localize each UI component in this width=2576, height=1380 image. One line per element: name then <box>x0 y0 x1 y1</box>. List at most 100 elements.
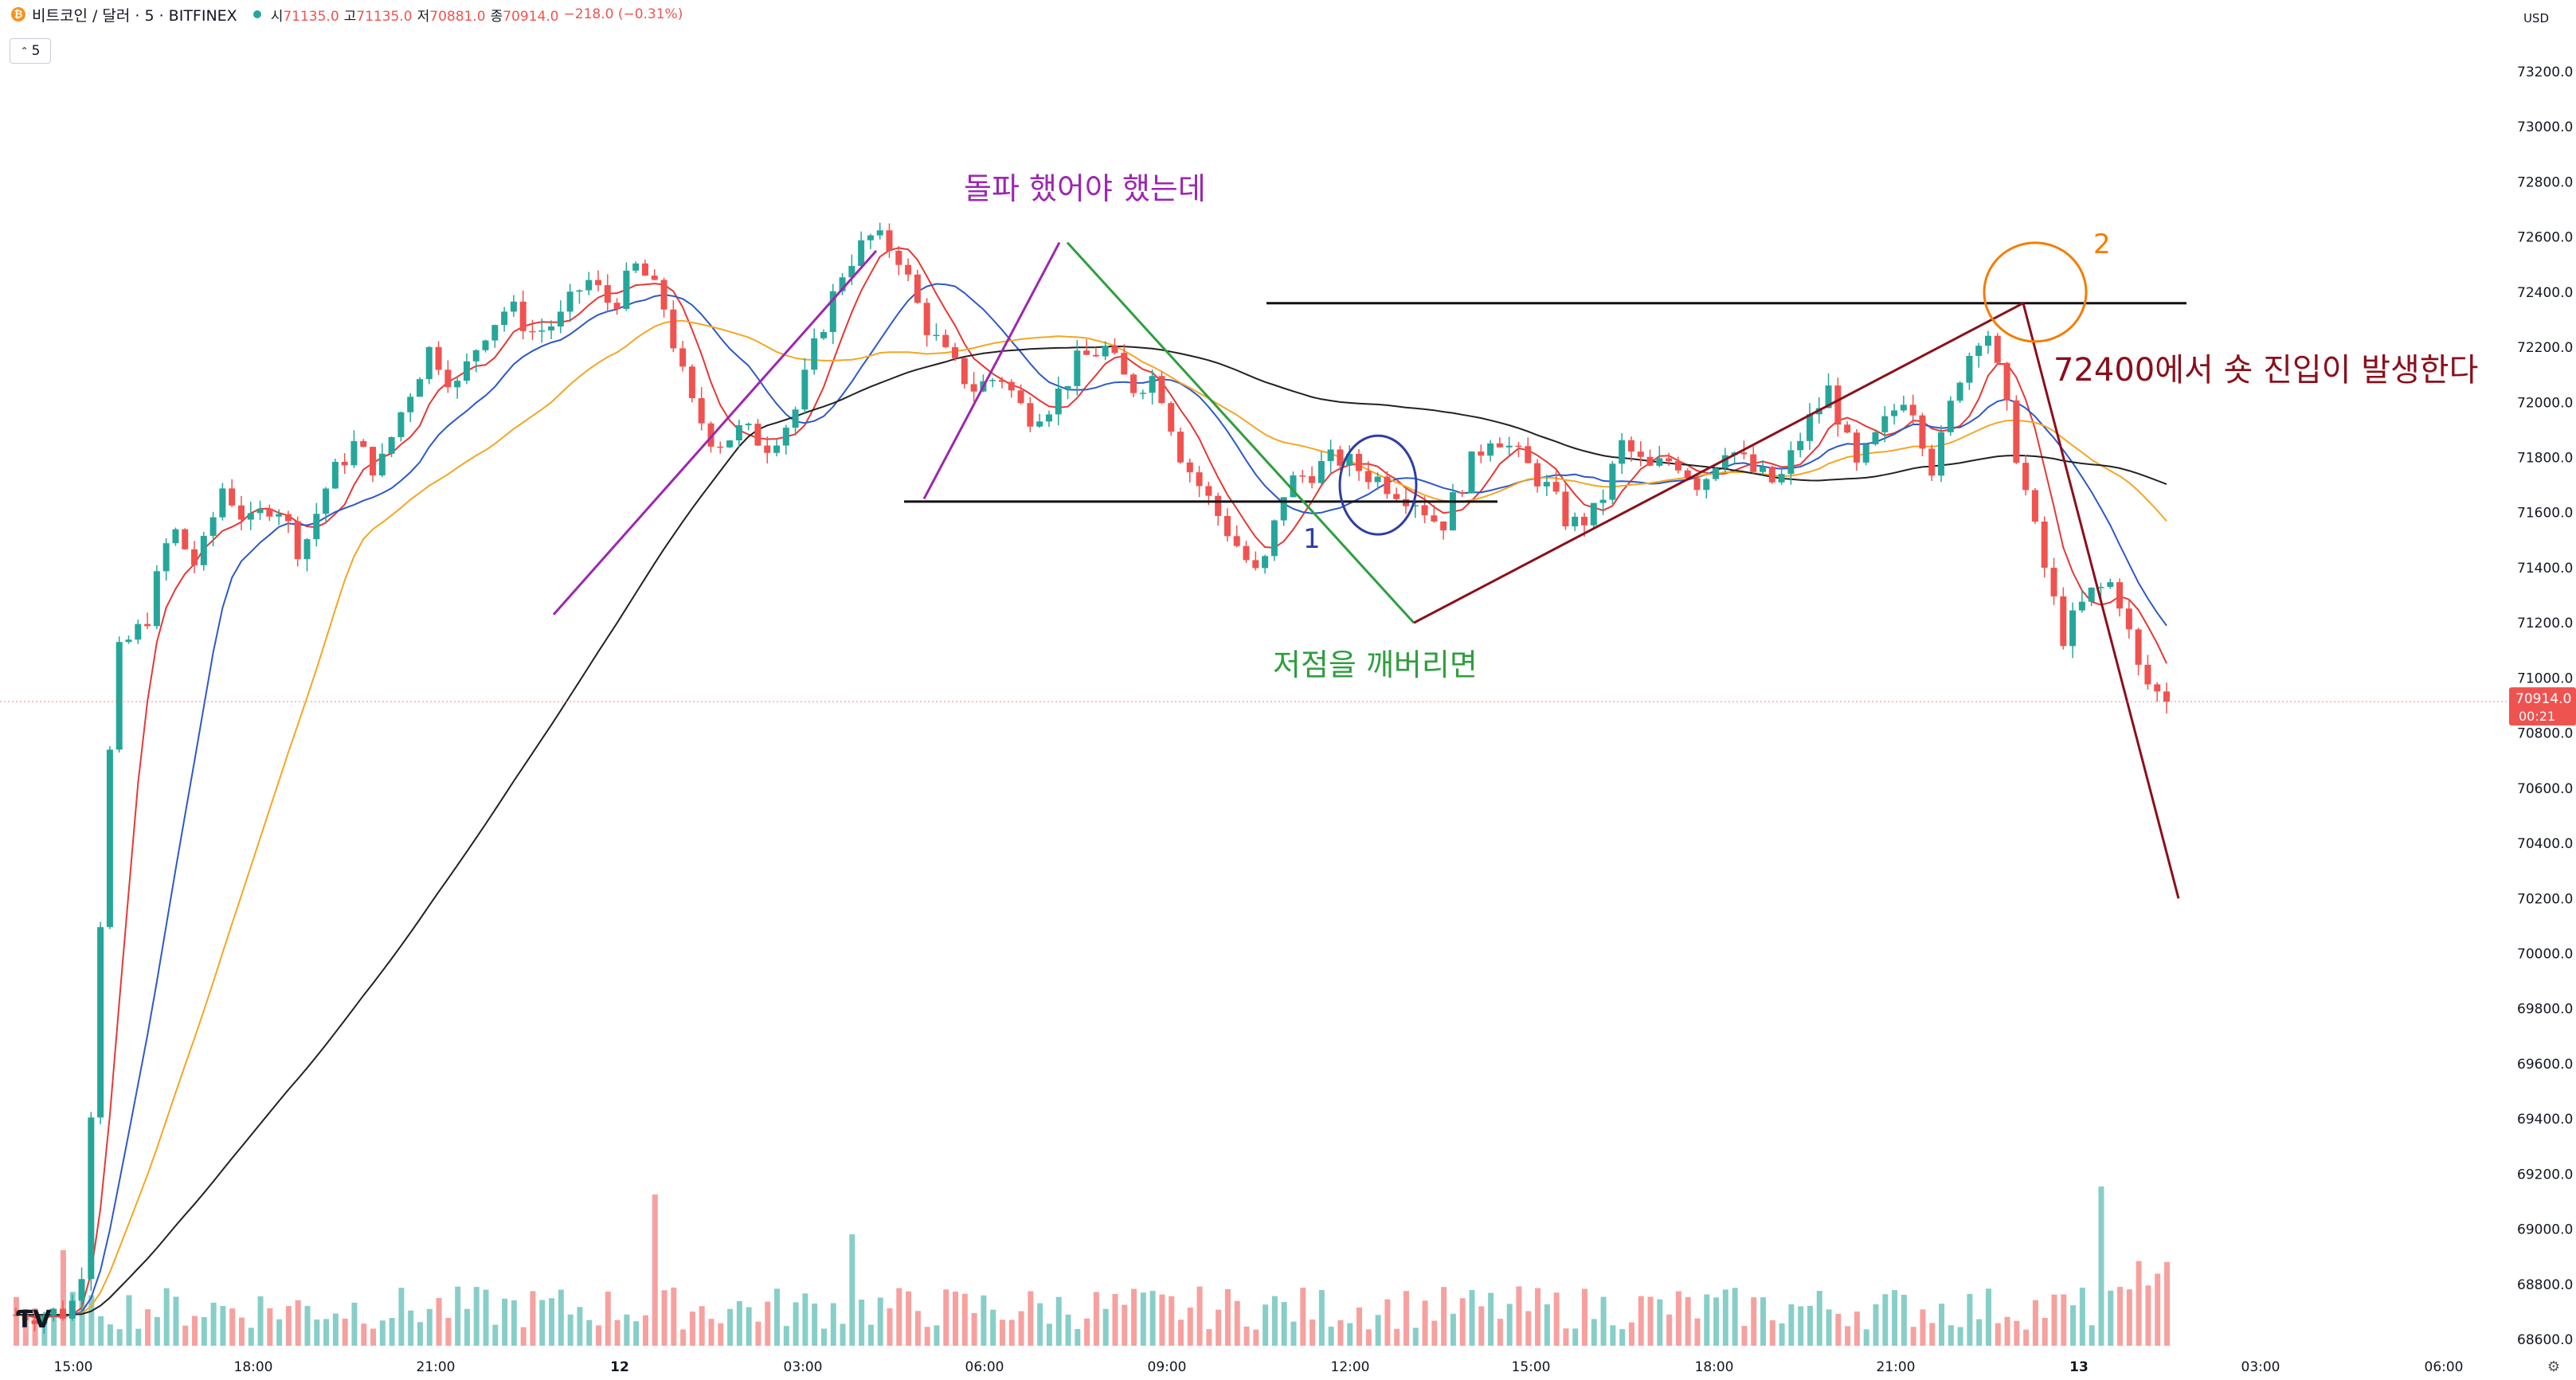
volume-bar <box>999 1319 1005 1346</box>
candle-body <box>1317 460 1325 483</box>
candle-body <box>284 514 292 522</box>
candle-body <box>1572 516 1579 526</box>
volume-bar <box>539 1300 546 1346</box>
tradingview-logo-icon[interactable]: ƬV <box>16 1306 52 1334</box>
volume-bar <box>436 1298 442 1346</box>
volume-bar <box>1732 1288 1738 1346</box>
volume-bar <box>1863 1329 1869 1346</box>
candle-body <box>1064 385 1071 389</box>
volume-bar <box>1957 1327 1963 1346</box>
time-tick-label: 13 <box>2069 1359 2089 1375</box>
candle-body <box>425 346 433 380</box>
volume-bar <box>107 1324 113 1346</box>
currency-label[interactable]: USD <box>2523 11 2549 25</box>
candle-body <box>623 270 630 309</box>
volume-bar <box>642 1315 648 1346</box>
volume-bar <box>192 1315 198 1346</box>
volume-bar <box>859 1300 865 1346</box>
volume-bar <box>116 1329 123 1346</box>
volume-bar <box>1243 1326 1250 1346</box>
time-tick-label: 03:00 <box>784 1359 823 1375</box>
interval-toggle[interactable]: ⌃ 5 <box>10 38 51 64</box>
candle-body <box>1984 335 1991 346</box>
open-label: 시 <box>270 8 284 25</box>
volume-bar <box>1112 1293 1118 1346</box>
volume-bar <box>2089 1325 2095 1346</box>
time-tick-label: 15:00 <box>1512 1359 1551 1375</box>
low-value: 저70881.0 <box>417 5 486 25</box>
volume-bar <box>1394 1328 1400 1346</box>
candle-body <box>2154 684 2161 692</box>
volume-bar <box>238 1317 245 1346</box>
candle-body <box>182 529 189 549</box>
volume-bar <box>1271 1296 1278 1346</box>
candle-body <box>801 369 808 410</box>
volume-bar <box>849 1234 855 1346</box>
volume-bar <box>2051 1294 2057 1346</box>
volume-bar <box>1216 1309 1222 1346</box>
volume-bar <box>586 1319 593 1346</box>
candle-body <box>1947 401 1954 432</box>
green-trendline <box>1066 241 1415 624</box>
candle-body <box>256 508 264 514</box>
volume-bar <box>896 1288 902 1346</box>
symbol-title[interactable]: 비트코인 / 달러 · 5 · BITFINEX <box>32 6 237 25</box>
candle-body <box>745 424 752 425</box>
close-number: 70914.0 <box>503 8 559 25</box>
volume-bar <box>1657 1299 1663 1346</box>
candle-body <box>88 1117 95 1280</box>
volume-bar <box>1196 1286 1203 1346</box>
volume-bar <box>511 1300 517 1346</box>
volume-bar <box>577 1307 583 1346</box>
volume-bar <box>2061 1294 2067 1346</box>
candle-body <box>595 280 602 286</box>
volume-bar <box>1224 1288 1231 1346</box>
time-tick-label: 12 <box>610 1359 629 1375</box>
candle-body <box>1900 405 1907 411</box>
candle-body <box>370 447 377 475</box>
candle-body <box>585 280 593 291</box>
volume-bar <box>1685 1296 1691 1346</box>
volume-bar <box>1178 1319 1184 1346</box>
candle-body <box>31 1320 38 1324</box>
candle-body <box>1149 376 1156 393</box>
circle-marker-1 <box>1338 434 1418 536</box>
candle-body <box>1130 374 1137 393</box>
volume-bar <box>1018 1311 1024 1346</box>
volume-bar <box>1807 1305 1813 1346</box>
candle-body <box>1252 560 1259 569</box>
volume-bar <box>295 1300 301 1346</box>
candle-body <box>613 303 621 309</box>
candle-body <box>1205 486 1212 496</box>
candle-body <box>1487 443 1494 456</box>
candle-body <box>2088 587 2095 602</box>
candle-body <box>1083 350 1090 355</box>
volume-bar <box>2023 1329 2030 1346</box>
candle-body <box>1534 463 1541 487</box>
candle-body <box>876 230 883 236</box>
candle-body <box>848 265 855 278</box>
candle-body <box>867 235 874 240</box>
candle-body <box>1505 445 1513 448</box>
volume-bar <box>182 1325 189 1346</box>
volume-bar <box>1525 1311 1532 1346</box>
candle-body <box>1139 393 1146 394</box>
candle-body <box>1590 502 1597 526</box>
candle-body <box>388 436 395 454</box>
low-break-note: 저점을 깨버리면 <box>1273 647 1478 682</box>
candle-body <box>1543 482 1550 487</box>
candle-body <box>247 513 254 520</box>
volume-bar <box>727 1308 734 1346</box>
candle-body <box>1646 456 1654 466</box>
candle-body <box>13 1314 19 1316</box>
gear-icon[interactable]: ⚙ <box>2547 1358 2560 1375</box>
volume-bar <box>820 1328 827 1346</box>
volume-bar <box>1131 1288 1137 1346</box>
volume-bar <box>1985 1288 1991 1346</box>
volume-bar <box>2164 1261 2170 1346</box>
volume-bar <box>398 1288 405 1346</box>
candle-body <box>1121 353 1128 375</box>
volume-bar <box>2126 1289 2132 1346</box>
candle-body <box>1797 440 1804 451</box>
